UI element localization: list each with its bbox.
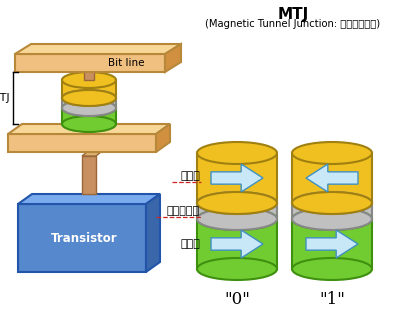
Ellipse shape xyxy=(292,258,372,280)
Polygon shape xyxy=(8,134,156,152)
Text: "1": "1" xyxy=(319,290,345,307)
Ellipse shape xyxy=(292,208,372,230)
Ellipse shape xyxy=(197,192,277,214)
Ellipse shape xyxy=(292,192,372,214)
FancyBboxPatch shape xyxy=(84,68,94,80)
FancyBboxPatch shape xyxy=(62,80,116,98)
Polygon shape xyxy=(15,54,165,72)
Polygon shape xyxy=(306,230,358,258)
Text: 기록층: 기록층 xyxy=(180,171,200,181)
FancyBboxPatch shape xyxy=(292,219,372,269)
Text: (Magnetic Tunnel Junction: 자기터널접합): (Magnetic Tunnel Junction: 자기터널접합) xyxy=(206,19,380,29)
Ellipse shape xyxy=(292,208,372,230)
Text: MTJ: MTJ xyxy=(277,7,309,22)
Text: MTJ: MTJ xyxy=(0,93,10,103)
FancyBboxPatch shape xyxy=(197,219,277,269)
Polygon shape xyxy=(82,152,101,156)
Ellipse shape xyxy=(62,72,116,88)
FancyBboxPatch shape xyxy=(292,203,372,219)
FancyBboxPatch shape xyxy=(82,156,96,194)
Ellipse shape xyxy=(62,90,116,106)
Ellipse shape xyxy=(62,116,116,132)
FancyBboxPatch shape xyxy=(197,203,277,219)
Ellipse shape xyxy=(62,90,116,106)
Polygon shape xyxy=(8,124,170,134)
Polygon shape xyxy=(15,44,181,54)
FancyBboxPatch shape xyxy=(62,98,116,108)
Ellipse shape xyxy=(197,208,277,230)
Text: 고정층: 고정층 xyxy=(180,239,200,249)
Ellipse shape xyxy=(197,258,277,280)
Ellipse shape xyxy=(62,100,116,116)
Text: "0": "0" xyxy=(224,290,250,307)
Ellipse shape xyxy=(197,192,277,214)
Ellipse shape xyxy=(292,192,372,214)
Ellipse shape xyxy=(62,100,116,116)
Polygon shape xyxy=(211,230,263,258)
FancyBboxPatch shape xyxy=(62,108,116,124)
Polygon shape xyxy=(211,164,263,192)
FancyBboxPatch shape xyxy=(292,153,372,203)
Text: 터널배리어: 터널배리어 xyxy=(167,206,200,216)
Polygon shape xyxy=(156,124,170,152)
FancyBboxPatch shape xyxy=(197,153,277,203)
Text: Bit line: Bit line xyxy=(108,58,144,68)
Ellipse shape xyxy=(292,142,372,164)
Polygon shape xyxy=(306,164,358,192)
Ellipse shape xyxy=(197,142,277,164)
Text: Transistor: Transistor xyxy=(51,231,117,244)
Polygon shape xyxy=(18,204,146,272)
Polygon shape xyxy=(146,194,160,272)
Polygon shape xyxy=(18,194,160,204)
Polygon shape xyxy=(165,44,181,72)
Ellipse shape xyxy=(197,208,277,230)
